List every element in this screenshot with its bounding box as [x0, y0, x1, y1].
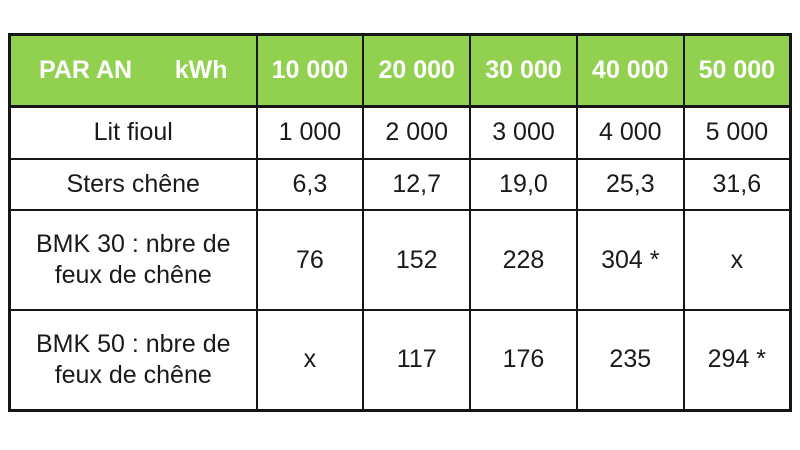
value-cell: x [255, 308, 365, 412]
header-label-par-an: PAR AN [39, 56, 133, 84]
value-cell: 76 [255, 209, 365, 311]
value-cell: 4 000 [575, 105, 685, 160]
value-cell: 304 * [575, 209, 685, 311]
table-row: Lit fioul 1 000 2 000 3 000 4 000 5 000 [8, 105, 792, 160]
value-cell: 228 [469, 209, 578, 311]
value-cell: 235 [575, 308, 685, 412]
table-row: BMK 30 : nbre de feux de chêne 76 152 228 30… [8, 209, 792, 311]
table-header-row: PAR AN kWh 10 000 20 000 30 000 40 000 50 000 [8, 33, 792, 108]
value-cell: 6,3 [255, 157, 365, 212]
header-cell-kwh-2: 30 000 [469, 33, 578, 108]
value-cell: 25,3 [575, 157, 685, 212]
value-cell: 294 * [682, 308, 792, 412]
table-row: Sters chêne 6,3 12,7 19,0 25,3 31,6 [8, 157, 792, 212]
header-cell-corner: PAR AN kWh [8, 33, 258, 108]
value-cell: 3 000 [469, 105, 578, 160]
header-cell-kwh-0: 10 000 [255, 33, 365, 108]
header-label-kwh: kWh [174, 56, 228, 84]
energy-comparison-table: PAR AN kWh 10 000 20 000 30 000 40 000 50 000 … [8, 33, 792, 412]
row-label: Lit fioul [8, 105, 258, 160]
header-cell-kwh-3: 40 000 [575, 33, 685, 108]
value-cell: 31,6 [682, 157, 792, 212]
value-cell: 176 [469, 308, 578, 412]
corner-cell-content: PAR AN kWh [11, 56, 256, 85]
value-cell: 2 000 [362, 105, 472, 160]
row-label: BMK 50 : nbre de feux de chêne [8, 308, 258, 412]
value-cell: 19,0 [469, 157, 578, 212]
header-cell-kwh-4: 50 000 [682, 33, 792, 108]
table-row: BMK 50 : nbre de feux de chêne x 117 176 235… [8, 308, 792, 412]
value-cell: x [682, 209, 792, 311]
value-cell: 117 [362, 308, 472, 412]
value-cell: 12,7 [362, 157, 472, 212]
header-cell-kwh-1: 20 000 [362, 33, 472, 108]
row-label: Sters chêne [8, 157, 258, 212]
value-cell: 1 000 [255, 105, 365, 160]
row-label: BMK 30 : nbre de feux de chêne [8, 209, 258, 311]
value-cell: 152 [362, 209, 472, 311]
value-cell: 5 000 [682, 105, 792, 160]
